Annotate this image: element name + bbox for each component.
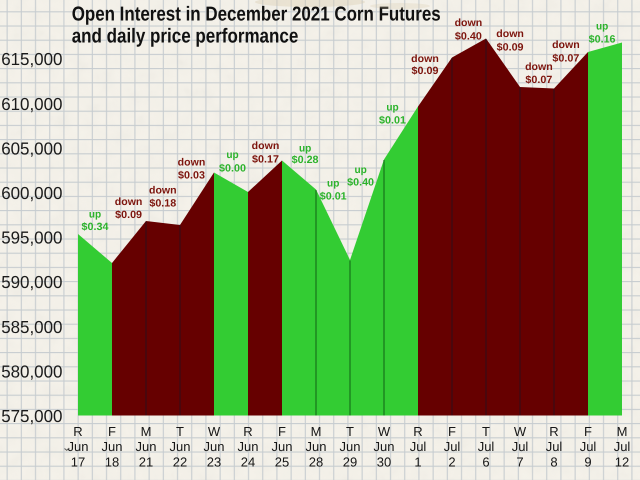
svg-text:Jul: Jul xyxy=(410,439,427,454)
svg-text:Jul: Jul xyxy=(614,439,631,454)
svg-text:595,000: 595,000 xyxy=(1,228,62,248)
svg-text:down: down xyxy=(411,53,439,65)
svg-text:down: down xyxy=(149,185,177,197)
svg-text:$0.09: $0.09 xyxy=(115,209,142,221)
svg-text:Jun: Jun xyxy=(170,439,191,454)
svg-text:up: up xyxy=(327,178,339,190)
svg-text:down: down xyxy=(115,196,143,208)
svg-text:down: down xyxy=(525,61,553,73)
svg-text:M: M xyxy=(141,424,152,439)
svg-text:$0.18: $0.18 xyxy=(149,197,176,209)
svg-text:22: 22 xyxy=(173,454,187,469)
svg-text:600,000: 600,000 xyxy=(1,183,62,203)
svg-text:up: up xyxy=(299,143,311,155)
svg-text:$0.16: $0.16 xyxy=(589,33,616,45)
svg-text:30: 30 xyxy=(377,454,391,469)
svg-text:9: 9 xyxy=(584,454,591,469)
svg-text:$0.09: $0.09 xyxy=(497,41,524,53)
svg-text:$0.00: $0.00 xyxy=(219,163,246,175)
svg-text:$0.03: $0.03 xyxy=(178,170,205,182)
svg-text:Jun: Jun xyxy=(306,439,327,454)
svg-text:T: T xyxy=(176,424,184,439)
svg-text:R: R xyxy=(73,424,82,439)
svg-text:R: R xyxy=(413,424,422,439)
svg-text:585,000: 585,000 xyxy=(1,317,62,337)
svg-text:Jul: Jul xyxy=(512,439,529,454)
svg-text:W: W xyxy=(378,424,391,439)
svg-text:up: up xyxy=(596,21,608,33)
svg-text:575,000: 575,000 xyxy=(1,406,62,426)
svg-text:up: up xyxy=(386,102,398,114)
svg-text:24: 24 xyxy=(241,454,255,469)
svg-text:$0.17: $0.17 xyxy=(252,153,279,165)
svg-text:down: down xyxy=(496,28,524,40)
svg-text:Jun: Jun xyxy=(340,439,361,454)
svg-text:Jun: Jun xyxy=(272,439,293,454)
svg-text:$0.07: $0.07 xyxy=(552,53,579,65)
svg-text:T: T xyxy=(346,424,354,439)
svg-text:$0.40: $0.40 xyxy=(347,177,374,189)
svg-text:8: 8 xyxy=(550,454,557,469)
svg-text:25: 25 xyxy=(275,454,289,469)
svg-text:W: W xyxy=(514,424,527,439)
svg-text:up: up xyxy=(354,164,366,176)
svg-text:6: 6 xyxy=(482,454,489,469)
svg-text:$0.09: $0.09 xyxy=(412,65,439,77)
svg-text:18: 18 xyxy=(105,454,119,469)
svg-text:610,000: 610,000 xyxy=(1,94,62,114)
svg-text:W: W xyxy=(208,424,221,439)
svg-text:M: M xyxy=(617,424,628,439)
svg-text:R: R xyxy=(243,424,252,439)
svg-text:down: down xyxy=(178,156,206,168)
svg-text:F: F xyxy=(108,424,116,439)
svg-text:Jun: Jun xyxy=(238,439,259,454)
svg-text:Jun: Jun xyxy=(204,439,225,454)
svg-text:590,000: 590,000 xyxy=(1,272,62,292)
svg-text:2: 2 xyxy=(448,454,455,469)
svg-text:Jul: Jul xyxy=(546,439,563,454)
svg-text:F: F xyxy=(278,424,286,439)
svg-text:Jun: Jun xyxy=(136,439,157,454)
svg-text:605,000: 605,000 xyxy=(1,138,62,158)
svg-text:28: 28 xyxy=(309,454,323,469)
svg-text:29: 29 xyxy=(343,454,357,469)
svg-text:$0.34: $0.34 xyxy=(82,221,109,233)
svg-text:580,000: 580,000 xyxy=(1,361,62,381)
svg-text:12: 12 xyxy=(615,454,629,469)
svg-text:17: 17 xyxy=(71,454,85,469)
svg-text:Jun: Jun xyxy=(374,439,395,454)
svg-text:615,000: 615,000 xyxy=(1,49,62,69)
svg-text:up: up xyxy=(226,149,238,161)
svg-text:down: down xyxy=(455,17,483,29)
svg-text:Jul: Jul xyxy=(444,439,461,454)
svg-text:T: T xyxy=(482,424,490,439)
svg-text:F: F xyxy=(584,424,592,439)
svg-text:M: M xyxy=(311,424,322,439)
svg-text:Jul: Jul xyxy=(478,439,495,454)
svg-text:Open Interest in December 2021: Open Interest in December 2021 Corn Futu… xyxy=(72,3,441,25)
svg-text:7: 7 xyxy=(516,454,523,469)
svg-text:Jul: Jul xyxy=(580,439,597,454)
svg-text:$0.01: $0.01 xyxy=(320,191,347,203)
svg-text:23: 23 xyxy=(207,454,221,469)
svg-text:$0.07: $0.07 xyxy=(525,74,552,86)
svg-text:up: up xyxy=(89,208,101,220)
svg-text:$0.28: $0.28 xyxy=(292,154,319,166)
svg-text:$0.40: $0.40 xyxy=(455,31,482,43)
svg-text:down: down xyxy=(252,140,280,152)
svg-text:Jun: Jun xyxy=(102,439,123,454)
svg-text:R: R xyxy=(549,424,558,439)
svg-text:and daily price performance: and daily price performance xyxy=(72,25,299,47)
svg-text:1: 1 xyxy=(414,454,421,469)
svg-text:$0.01: $0.01 xyxy=(379,115,406,127)
svg-text:Jun: Jun xyxy=(68,439,89,454)
svg-text:down: down xyxy=(552,39,580,51)
svg-text:21: 21 xyxy=(139,454,153,469)
svg-text:F: F xyxy=(448,424,456,439)
